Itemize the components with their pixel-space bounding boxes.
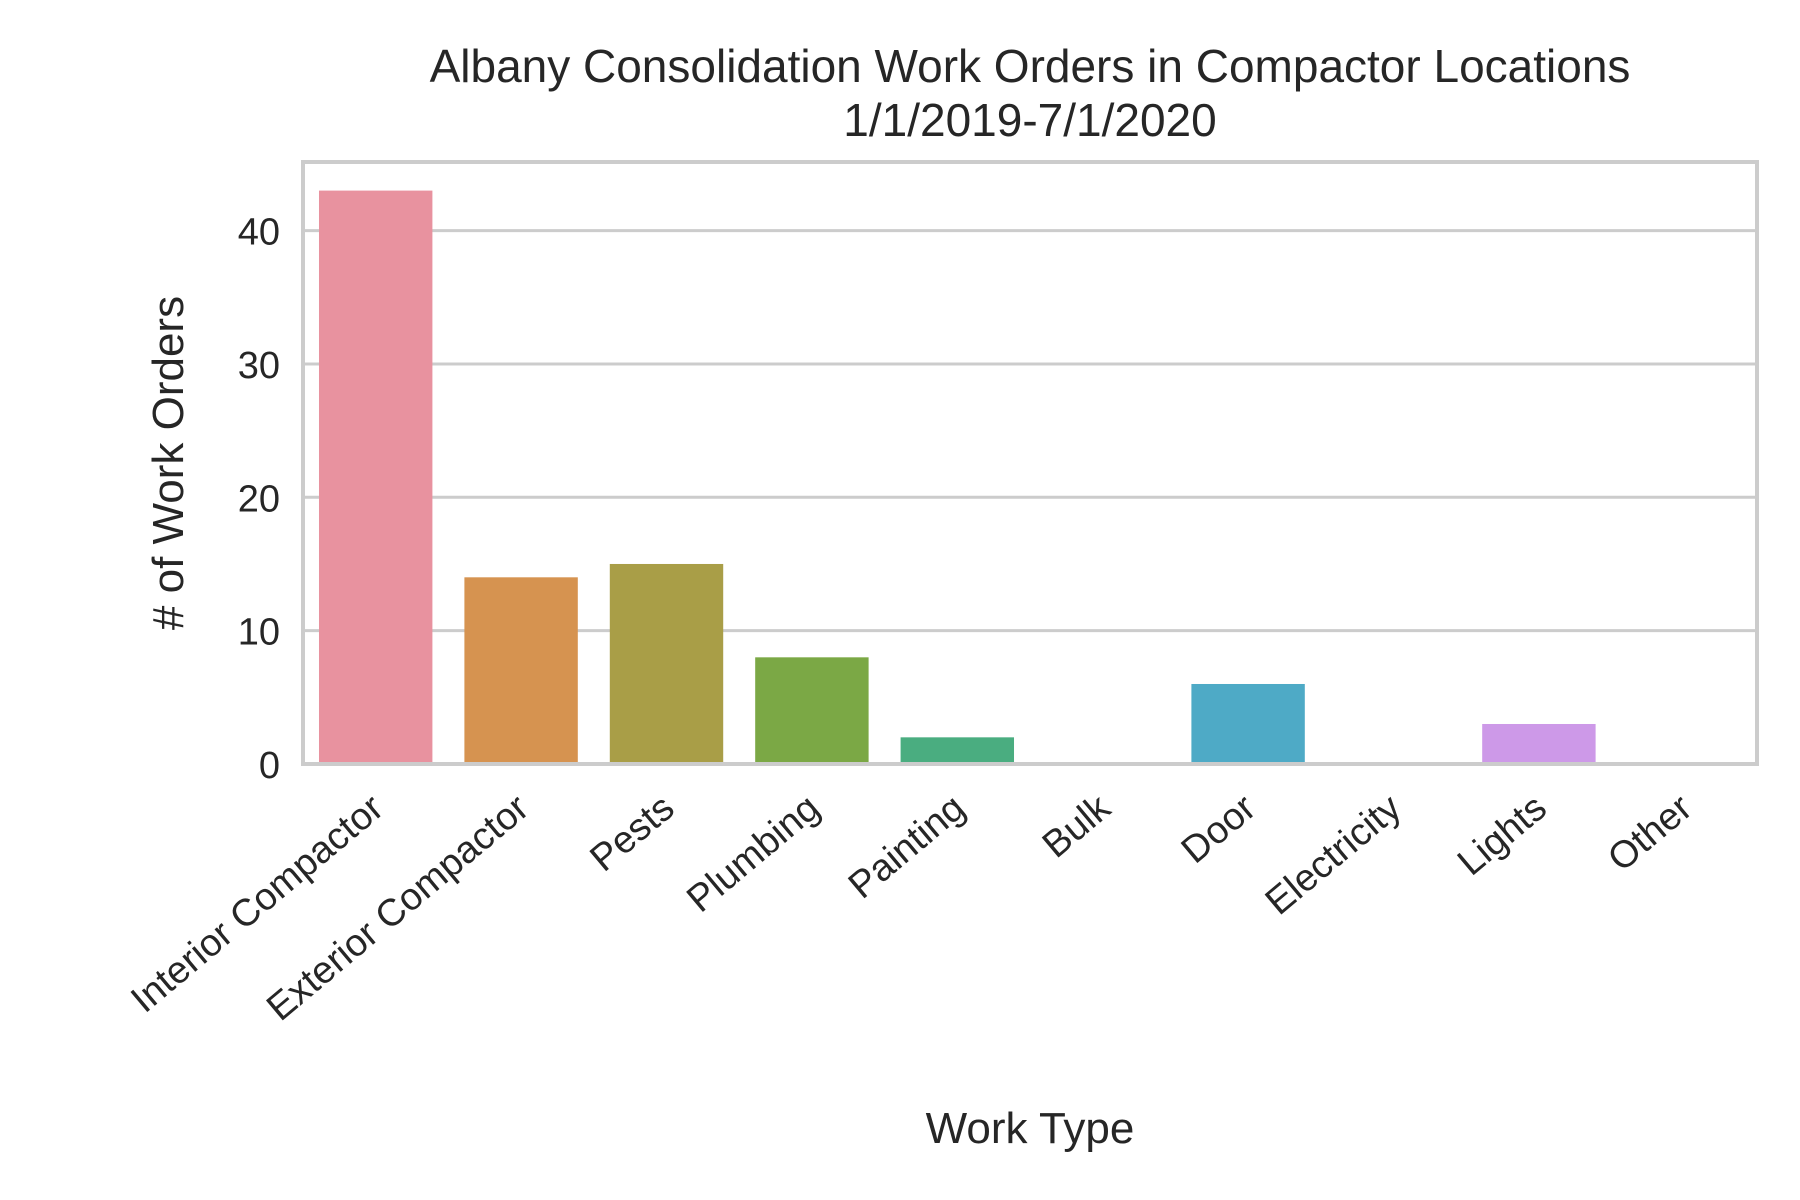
x-tick-label: Lights (1450, 787, 1555, 884)
y-tick-label: 20 (238, 478, 280, 520)
x-tick-label: Interior Compactor (123, 787, 391, 1022)
bars (318, 190, 1596, 765)
y-tick-label: 40 (238, 212, 280, 254)
x-tick-label: Door (1174, 787, 1264, 872)
x-tick-label: Electricity (1258, 787, 1410, 924)
bar-painting (900, 737, 1015, 764)
x-tick-label: Bulk (1035, 786, 1119, 866)
y-tick-label: 30 (238, 345, 280, 387)
plot-frame (301, 160, 1759, 766)
x-tick-label: Exterior Compactor (259, 787, 537, 1030)
gridlines (303, 229, 1757, 633)
bar-plumbing (755, 657, 869, 764)
y-tick-label: 0 (259, 745, 280, 787)
bar-exterior-compactor (464, 577, 578, 764)
y-axis-label: # of Work Orders (144, 296, 193, 630)
x-tick-label: Other (1600, 787, 1700, 880)
y-tick-labels: 0 10 20 30 40 (238, 212, 280, 787)
x-tick-label: Pests (582, 787, 682, 880)
bar-door (1191, 683, 1305, 764)
chart-title: Albany Consolidation Work Orders in Comp… (430, 40, 1631, 92)
y-tick-label: 10 (238, 612, 280, 654)
bar-lights (1482, 723, 1596, 764)
x-tick-label: Plumbing (679, 787, 827, 921)
bar-interior-compactor (318, 190, 433, 765)
chart-subtitle: 1/1/2019-7/1/2020 (843, 94, 1216, 146)
x-axis-label: Work Type (926, 1104, 1135, 1153)
bar-pests (609, 563, 724, 764)
x-tick-label: Painting (841, 787, 973, 907)
